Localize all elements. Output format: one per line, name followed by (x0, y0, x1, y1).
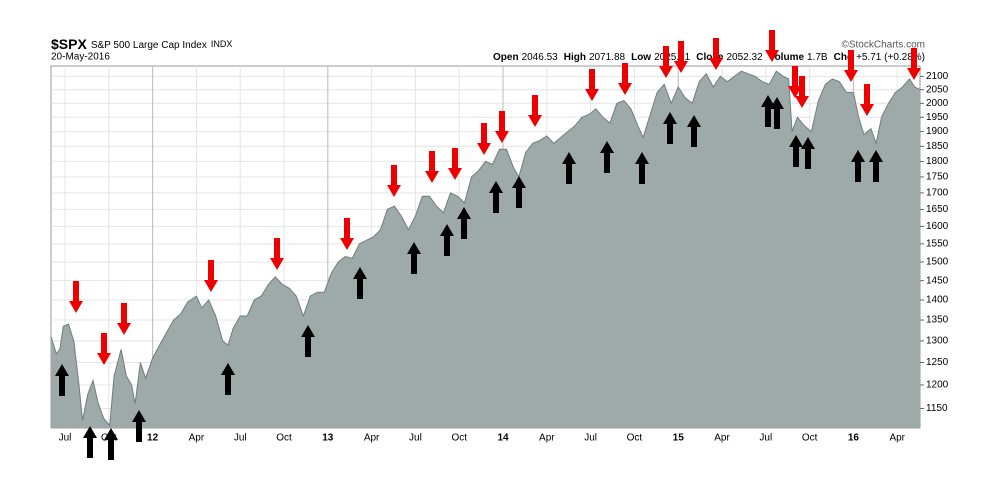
y-tick-label: 1350 (926, 315, 949, 326)
stat-value: 2071.88 (589, 52, 626, 63)
date: 20-May-2016 (51, 52, 110, 63)
y-tick-label: 1750 (926, 172, 949, 183)
x-tick-label: 13 (322, 433, 334, 444)
plot (50, 66, 924, 428)
x-tick-label: Oct (276, 433, 292, 444)
credit: ©StockCharts.com (841, 40, 925, 51)
stat-value: 2025.91 (654, 52, 691, 63)
y-tick-label: 2050 (926, 84, 949, 95)
stat-label: Open (493, 52, 519, 63)
y-tick-label: 1550 (926, 239, 949, 250)
x-tick-label: Apr (889, 433, 905, 444)
x-tick-label: Jul (584, 433, 597, 444)
stat-label: High (564, 52, 586, 63)
x-tick-label: Jul (234, 433, 247, 444)
y-tick-label: 1900 (926, 126, 949, 137)
y-tick-label: 1250 (926, 357, 949, 368)
subtitle: S&P 500 Large Cap Index (91, 40, 207, 51)
x-tick-label: Apr (189, 433, 205, 444)
title: $SPX (51, 36, 87, 52)
area-line (50, 70, 921, 427)
y-tick-label: 1950 (926, 112, 949, 123)
x-tick-label: Oct (451, 433, 467, 444)
stat-label: Chg (834, 52, 853, 63)
exchange: INDX (211, 39, 233, 49)
y-tick-label: 2100 (926, 71, 949, 82)
x-tick-label: Oct (101, 433, 117, 444)
y-tick-label: 1700 (926, 188, 949, 199)
x-tick-label: 16 (848, 433, 860, 444)
area (51, 71, 920, 428)
y-tick-label: 2000 (926, 98, 949, 109)
stat-label: Close (696, 52, 724, 63)
y-tick-label: 1850 (926, 141, 949, 152)
y-tick-label: 1500 (926, 257, 949, 268)
stat-value: 2046.53 (522, 52, 559, 63)
x-tick-label: 12 (147, 433, 159, 444)
y-tick-label: 1800 (926, 156, 949, 167)
x-tick-label: 14 (497, 433, 509, 444)
x-tick-label: Jul (409, 433, 422, 444)
x-tick-label: 15 (673, 433, 685, 444)
stats: Open 2046.53 High 2071.88 Low 2025.91 Close 205… (493, 52, 925, 63)
stat-label: Volume (769, 52, 805, 63)
stat-value: 2052.32 (726, 52, 763, 63)
y-tick-label: 1650 (926, 204, 949, 215)
x-tick-label: Apr (539, 433, 555, 444)
header: $SPX S&P 500 Large Cap Index INDX (51, 36, 232, 52)
stat-value: 1.7B (807, 52, 828, 63)
y-tick-label: 1150 (926, 403, 948, 414)
y-tick-label: 1400 (926, 295, 949, 306)
y-tick-label: 1600 (926, 221, 949, 232)
stat-value: +5.71 (+0.28%) (856, 52, 925, 63)
y-tick-label: 1200 (926, 380, 949, 391)
x-tick-label: Jul (59, 433, 72, 444)
x-tick-label: Oct (627, 433, 643, 444)
stat-label: Low (631, 52, 651, 63)
x-tick-label: Jul (759, 433, 772, 444)
x-tick-label: Oct (802, 433, 818, 444)
x-tick-label: Apr (714, 433, 730, 444)
y-tick-label: 1300 (926, 336, 949, 347)
y-tick-label: 1450 (926, 275, 949, 286)
x-tick-label: Apr (364, 433, 380, 444)
